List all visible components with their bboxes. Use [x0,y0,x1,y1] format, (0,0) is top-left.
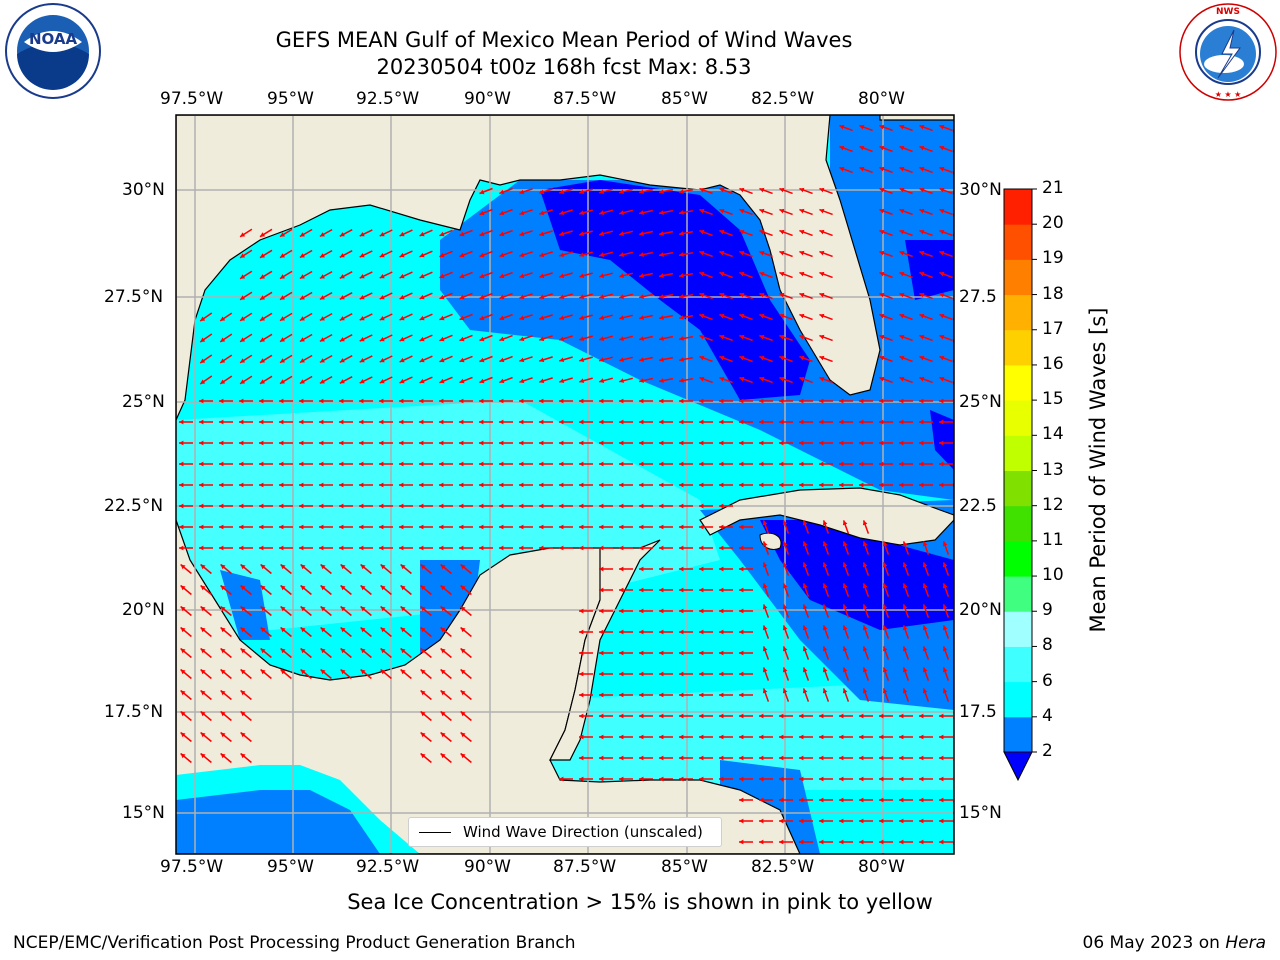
colorbar-tick-label: 12 [1042,494,1064,515]
lon-tick-bottom: 85°W [661,857,708,877]
lat-tick-left: 15°N [122,803,165,823]
colorbar-segment [1004,294,1032,331]
sea-ice-note: Sea Ice Concentration > 15% is shown in … [347,890,933,914]
lat-tick-right: 30°N [959,180,1002,200]
noaa-logo: NOAA [4,2,102,104]
lat-tick-right: 22.5 [959,496,997,516]
lon-tick-top: 95°W [267,89,314,109]
lat-tick-left: 17.5°N [104,702,164,722]
map-frame [175,114,955,855]
colorbar-segment [1004,189,1032,225]
lat-tick-right: 25°N [959,392,1002,412]
lat-tick-left: 30°N [122,180,165,200]
lat-tick-left: 20°N [122,600,165,620]
lon-tick-top: 97.5°W [160,89,224,109]
colorbar-tick-label: 17 [1042,318,1064,339]
lat-tick-left: 27.5°N [104,287,164,307]
colorbar-segment [1004,435,1032,471]
svg-text:★ ★ ★: ★ ★ ★ [1215,90,1242,99]
lat-tick-right: 15°N [959,803,1002,823]
colorbar-segment [1004,540,1032,577]
colorbar-tick-label: 18 [1042,283,1064,304]
lon-tick-bottom: 92.5°W [356,857,420,877]
colorbar-segment [1004,364,1032,401]
colorbar-segment [1004,646,1032,683]
map-legend: Wind Wave Direction (unscaled) [408,817,722,847]
colorbar-tick-label: 13 [1042,459,1064,480]
lon-tick-bottom: 90°W [464,857,511,877]
footer-date-text: 06 May 2023 on [1082,933,1226,953]
land-cuba [699,465,954,546]
colorbar-tick-label: 4 [1042,705,1053,726]
lon-tick-top: 92.5°W [356,89,420,109]
colorbar-tick-label: 15 [1042,389,1064,410]
footer-host: Hera [1225,933,1266,953]
map-subtitle: 20230504 t00z 168h fcst Max: 8.53 [376,55,752,79]
lon-tick-top: 87.5°W [553,89,617,109]
colorbar-tick-label: 16 [1042,353,1064,374]
lat-tick-right: 17.5 [959,702,997,722]
wind-wave-arrows [179,124,953,845]
colorbar-tick-label: 6 [1042,670,1053,691]
colorbar-segment [1004,470,1032,507]
colorbar-extension [1003,751,1033,782]
lon-tick-top: 82.5°W [751,89,815,109]
colorbar-segment [1004,259,1032,296]
colorbar-tick-label: 2 [1042,741,1053,761]
colorbar-tick-label: 11 [1042,529,1064,550]
lon-tick-bottom: 82.5°W [751,857,815,877]
legend-line-icon [419,831,451,833]
lat-tick-left: 22.5°N [104,496,164,516]
footer-date: 06 May 2023 on Hera [1083,933,1267,953]
lon-tick-bottom: 97.5°W [160,857,224,877]
footer-credit: NCEP/EMC/Verification Post Processing Pr… [13,933,576,953]
colorbar-segment [1004,611,1032,647]
colorbar-tick-label: 20 [1042,213,1064,234]
svg-text:NOAA: NOAA [29,30,78,48]
colorbar [1003,188,1037,782]
colorbar-segment [1004,716,1032,753]
land-us-gulf-coast [176,115,881,421]
lon-tick-top: 80°W [858,89,905,109]
lat-tick-right: 20°N [959,600,1002,620]
colorbar-tick-label: 10 [1042,565,1064,586]
colorbar-tick-label: 21 [1042,178,1064,198]
lat-tick-right: 27.5 [959,287,997,307]
lon-tick-top: 90°W [464,89,511,109]
lon-tick-top: 85°W [661,89,708,109]
lon-tick-bottom: 87.5°W [553,857,617,877]
colorbar-segment [1004,329,1032,366]
colorbar-tick-label: 19 [1042,248,1064,269]
lat-tick-left: 25°N [122,392,165,412]
map-title: GEFS MEAN Gulf of Mexico Mean Period of … [275,28,853,52]
legend-label: Wind Wave Direction (unscaled) [463,823,703,841]
colorbar-segment [1004,224,1032,260]
nws-logo: NWS ★ ★ ★ [1178,2,1278,106]
svg-text:NWS: NWS [1216,7,1240,17]
colorbar-tick-label: 14 [1042,424,1064,445]
lon-tick-bottom: 95°W [267,857,314,877]
colorbar-tick-label: 8 [1042,635,1053,656]
colorbar-title: Mean Period of Wind Waves [s] [1086,307,1110,633]
period-band-lt-2 [540,180,810,400]
colorbar-segment [1004,505,1032,542]
colorbar-tick-label: 9 [1042,600,1053,621]
colorbar-segment [1004,400,1032,436]
colorbar-segment [1004,576,1032,612]
colorbar-segment [1004,681,1032,718]
lon-tick-bottom: 80°W [858,857,905,877]
